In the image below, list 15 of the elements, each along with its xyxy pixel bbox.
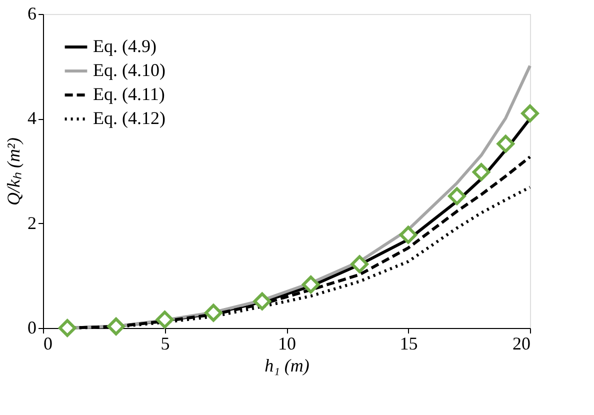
x-tick-label: 0 (44, 334, 52, 354)
x-axis-title: h₁ (m) (264, 356, 310, 376)
y-axis-title: Q/kₕ (m²) (4, 138, 24, 206)
x-tick-label: 15 (400, 334, 418, 354)
legend-label: Eq. (4.9) (93, 36, 156, 56)
y-tick-label: 6 (28, 4, 36, 24)
x-tick-label: 10 (278, 334, 296, 354)
y-tick-label: 4 (28, 108, 36, 128)
y-tick-label: 2 (28, 212, 36, 233)
x-tick-label: 20 (512, 334, 530, 354)
y-tick-label: 0 (28, 318, 36, 338)
legend-label: Eq. (4.10) (93, 60, 166, 80)
x-tick-label: 5 (160, 334, 170, 354)
legend-label: Eq. (4.12) (93, 108, 166, 128)
legend-label: Eq. (4.11) (93, 84, 165, 104)
